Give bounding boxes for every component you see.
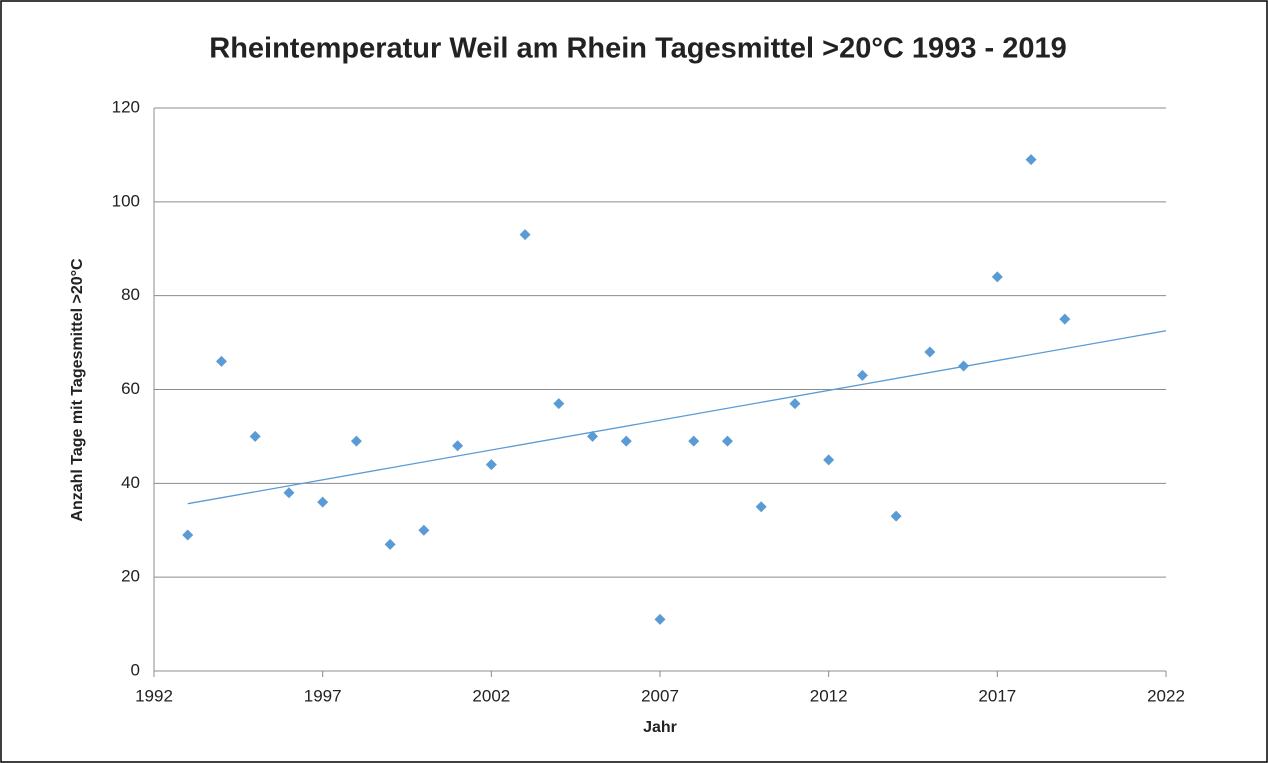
point (789, 398, 801, 410)
point (317, 496, 329, 508)
y-tick-label: 80 (121, 285, 140, 304)
x-tick-label: 2002 (472, 686, 510, 705)
chart-title: Rheintemperatur Weil am Rhein Tagesmitte… (209, 33, 1066, 65)
point (452, 440, 464, 452)
point (890, 510, 902, 522)
point (755, 501, 767, 513)
x-tick-label: 1997 (304, 686, 342, 705)
point (418, 524, 430, 536)
point (485, 459, 497, 471)
x-tick-label: 2007 (641, 686, 679, 705)
point (688, 435, 700, 447)
point (654, 613, 666, 625)
y-tick-label: 120 (112, 97, 140, 116)
point (249, 430, 261, 442)
point (519, 229, 531, 241)
point (958, 360, 970, 372)
y-axis-label: Anzahl Tage mit Tagesmittel >20°C (69, 258, 86, 522)
point (350, 435, 362, 447)
x-tick-label: 1992 (135, 686, 173, 705)
point (384, 538, 396, 550)
x-tick-label: 2017 (978, 686, 1016, 705)
y-tick-label: 0 (131, 660, 140, 679)
point (1059, 313, 1071, 325)
point (856, 369, 868, 381)
point (823, 454, 835, 466)
y-tick-label: 100 (112, 191, 140, 210)
point (283, 487, 295, 499)
point (620, 435, 632, 447)
y-tick-label: 40 (121, 473, 140, 492)
point (924, 346, 936, 358)
trend-line (187, 330, 1167, 505)
x-tick-label: 2022 (1147, 686, 1185, 705)
point (721, 435, 733, 447)
x-axis-label: Jahr (643, 719, 677, 736)
point (1025, 154, 1037, 166)
point (182, 529, 194, 541)
x-tick-label: 2012 (810, 686, 848, 705)
point (215, 355, 227, 367)
y-tick-label: 60 (121, 379, 140, 398)
point (587, 430, 599, 442)
point (991, 271, 1003, 283)
y-tick-label: 20 (121, 567, 140, 586)
point (553, 398, 565, 410)
